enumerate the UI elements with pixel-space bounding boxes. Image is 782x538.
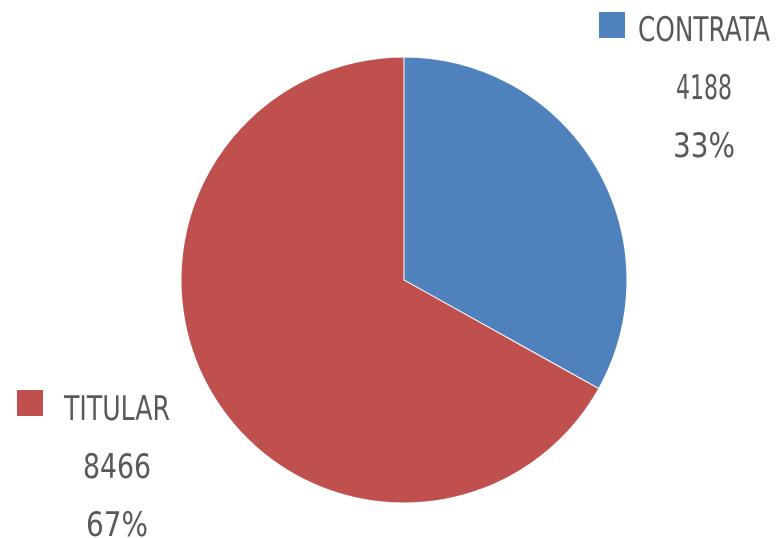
label-contrata-percent: 33%	[673, 126, 735, 166]
label-contrata: CONTRATA 4188 33%	[599, 10, 770, 166]
label-contrata-value: 4188	[676, 68, 732, 108]
legend-key-contrata	[599, 12, 625, 38]
label-titular: TITULAR 8466 67%	[17, 389, 170, 538]
legend-key-titular	[17, 390, 43, 416]
label-titular-percent: 67%	[86, 505, 148, 538]
label-contrata-category: CONTRATA	[638, 10, 770, 50]
pie-slices	[180, 56, 628, 504]
label-titular-category: TITULAR	[63, 389, 170, 429]
label-titular-value: 8466	[83, 447, 151, 487]
pie-slice-titular	[180, 56, 600, 504]
pie-slice-contrata	[403, 56, 628, 390]
